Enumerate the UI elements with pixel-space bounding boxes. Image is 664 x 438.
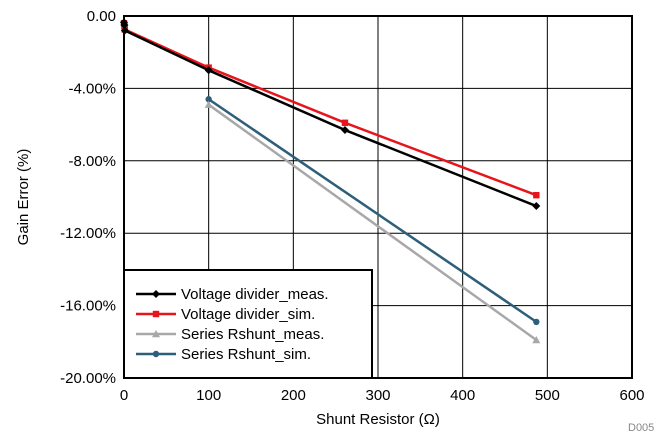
data-point (340, 126, 349, 135)
y-axis-title: Gain Error (%) (15, 149, 32, 246)
legend: Voltage divider_meas. Voltage divider_sim… (123, 269, 373, 379)
data-point (532, 335, 541, 344)
plot-frame (123, 15, 633, 379)
x-tick-label: 300 (365, 387, 390, 404)
series-2 (120, 20, 540, 199)
y-tick-label: 0.00 (87, 8, 116, 25)
data-point (204, 66, 213, 75)
data-point (204, 100, 213, 108)
series-line (207, 103, 538, 342)
legend-label: Voltage divider_meas. (181, 286, 329, 303)
data-point (533, 318, 540, 326)
series-line (207, 98, 538, 323)
y-tick-label: -8.00% (68, 153, 116, 170)
y-tick-label: -12.00% (60, 225, 116, 242)
legend-entry: Voltage divider_meas. (136, 286, 329, 303)
data-point (341, 119, 349, 126)
series-line (122, 23, 537, 197)
x-tick-label: 0 (120, 387, 128, 404)
y-tick-label: -4.00% (68, 80, 116, 97)
legend-box (123, 269, 373, 379)
legend-label: Series Rshunt_sim. (181, 346, 311, 363)
series-4 (205, 96, 540, 326)
series-line (122, 22, 537, 208)
legend-label: Voltage divider_sim. (181, 306, 315, 323)
legend-label: Series Rshunt_meas. (181, 326, 324, 343)
x-axis-title: Shunt Resistor (Ω) (316, 411, 440, 428)
y-tick-label: -20.00% (60, 370, 116, 387)
x-tick-label: 400 (450, 387, 475, 404)
data-point (532, 202, 541, 211)
legend-marker (152, 310, 160, 318)
legend-entry: Series Rshunt_meas. (136, 326, 324, 343)
legend-marker (152, 330, 160, 338)
legend-entry: Voltage divider_sim. (136, 306, 315, 323)
x-tick-label: 200 (281, 387, 306, 404)
x-tick-label: 600 (619, 387, 644, 404)
data-point (533, 191, 540, 199)
x-tick-label: 500 (535, 387, 560, 404)
legend-entry: Series Rshunt_sim. (136, 346, 311, 363)
x-tick-label: 100 (196, 387, 221, 404)
legend-marker (152, 290, 160, 298)
legend-marker (152, 350, 160, 358)
tick-labels: 0 100 200 300 400 500 600 0.00 -4.00% -8.00% -12.0… (60, 8, 644, 404)
series-3 (204, 100, 541, 344)
figure-id: D005 (628, 422, 654, 434)
data-point (205, 96, 212, 103)
y-tick-label: -16.00% (60, 298, 116, 315)
